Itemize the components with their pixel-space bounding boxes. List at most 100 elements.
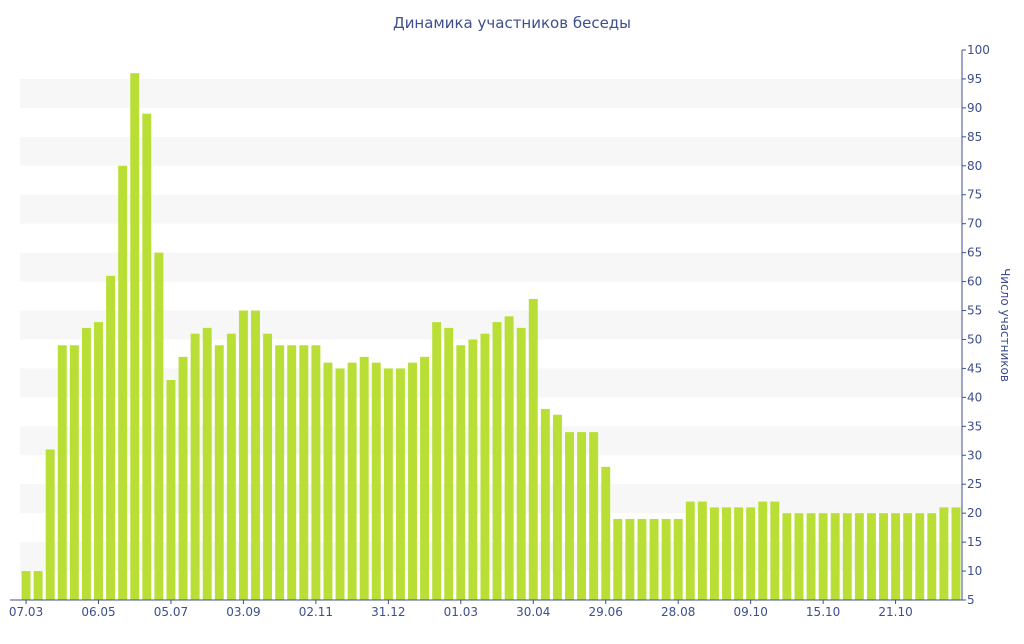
y-axis: 5 10 15 20 25 30 35 40 45 50 55 60 65 70 75 80 85 90 95 100: [961, 43, 990, 607]
x-tick-label: 30.04: [516, 605, 550, 619]
grid-band: [20, 78, 962, 108]
x-tick-label: 15.10: [806, 605, 840, 619]
y-tick-label: 80: [967, 159, 982, 173]
bar: [57, 345, 67, 600]
bar: [408, 362, 417, 600]
bar: [734, 507, 744, 600]
bar: [939, 507, 949, 600]
grid-band: [20, 310, 962, 340]
y-tick-label: 100: [967, 43, 990, 57]
y-tick-label: 30: [967, 448, 982, 462]
bar: [335, 368, 345, 600]
bar: [178, 356, 188, 600]
y-tick-label: 5: [967, 593, 975, 607]
bar: [202, 327, 212, 600]
y-tick-label: 50: [967, 332, 982, 346]
bar: [866, 513, 876, 600]
y-tick-label: 15: [967, 535, 982, 549]
x-tick-label: 07.03: [9, 605, 43, 619]
bar: [33, 571, 43, 600]
x-tick-label: 06.05: [81, 605, 115, 619]
x-axis: 07.03 06.05 05.07 03.09 02.11 31.12 01.03 30.04…: [9, 599, 962, 619]
bar: [432, 322, 442, 600]
grid-bands: [20, 78, 962, 572]
bar: [685, 501, 695, 600]
bar: [806, 513, 816, 600]
bar: [794, 513, 804, 600]
bar: [287, 345, 297, 600]
y-tick-label: 95: [967, 72, 982, 86]
bar: [323, 362, 333, 600]
bar: [516, 327, 526, 600]
y-tick-label: 25: [967, 477, 982, 491]
bar: [613, 518, 623, 600]
bar: [782, 513, 792, 600]
bar: [770, 501, 780, 600]
bar: [214, 345, 224, 600]
bar: [746, 507, 756, 600]
bar: [818, 513, 828, 600]
bar: [395, 368, 405, 600]
x-tick-label: 21.10: [878, 605, 912, 619]
bar: [275, 345, 285, 600]
bar: [21, 571, 31, 600]
bar: [142, 113, 152, 601]
bar: [709, 507, 719, 600]
bar: [577, 432, 587, 600]
bar: [263, 333, 273, 600]
bar: [311, 345, 321, 600]
bar: [45, 449, 55, 600]
y-tick-label: 55: [967, 304, 982, 318]
y-tick-label: 20: [967, 506, 982, 520]
bar: [951, 507, 961, 600]
bar: [480, 333, 490, 600]
grid-band: [20, 194, 962, 224]
bar: [251, 310, 260, 600]
bar: [456, 345, 466, 600]
grid-band: [20, 426, 962, 456]
x-tick-label: 31.12: [371, 605, 405, 619]
bar: [879, 513, 888, 600]
bar: [299, 345, 309, 600]
bar: [468, 339, 478, 600]
x-tick-label: 03.09: [226, 605, 260, 619]
y-tick-label: 65: [967, 246, 982, 260]
bar: [891, 513, 901, 600]
y-tick-label: 85: [967, 130, 982, 144]
bar: [673, 518, 683, 600]
y-tick-label: 40: [967, 390, 982, 404]
bar: [842, 513, 852, 600]
bar: [528, 298, 538, 600]
bars: [21, 73, 961, 601]
bar: [420, 356, 430, 600]
grid-band: [20, 542, 962, 572]
bar: [347, 362, 357, 600]
chart-title: Динамика участников беседы: [393, 14, 631, 32]
bar: [118, 165, 128, 601]
bar: [94, 322, 103, 600]
bar: [915, 513, 925, 600]
bar: [649, 518, 659, 600]
bar: [661, 518, 671, 600]
x-tick-label: 05.07: [154, 605, 188, 619]
bar: [552, 414, 562, 600]
bar: [383, 368, 393, 600]
bar: [637, 518, 647, 600]
x-tick-label: 29.06: [589, 605, 623, 619]
bar: [625, 518, 635, 600]
bar: [565, 432, 574, 600]
bar: [166, 380, 176, 600]
y-tick-label: 10: [967, 564, 982, 578]
bar: [371, 362, 381, 600]
bar: [238, 310, 248, 600]
grid-band: [20, 484, 962, 514]
bar: [226, 333, 236, 600]
x-tick-label: 01.03: [444, 605, 478, 619]
bar: [758, 501, 768, 600]
bar: [854, 513, 864, 600]
bar: [444, 327, 454, 600]
bar: [81, 327, 91, 600]
y-tick-label: 60: [967, 275, 982, 289]
